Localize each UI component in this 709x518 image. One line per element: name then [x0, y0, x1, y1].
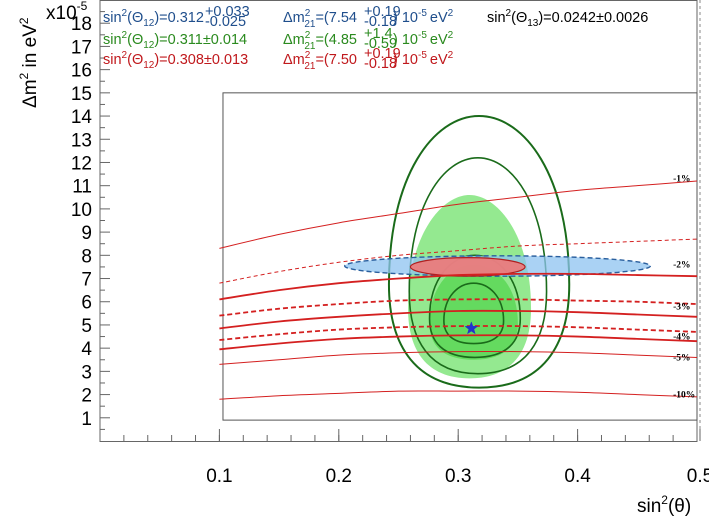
y-tick-label: 3: [81, 362, 92, 383]
x-tick-label: 0.3: [445, 466, 471, 487]
contour-label: -3%: [673, 302, 690, 312]
isoline--1_5pct: [219, 238, 698, 284]
legend-row-1-dm-unit: ) 10-5 eV2: [393, 8, 454, 26]
y-tick-label: 11: [72, 177, 92, 198]
legend-row-1-dm: Δm2 21=(7.54: [283, 8, 357, 30]
contour-label: -1%: [673, 175, 690, 185]
legend-row-2-dm-err-dn: -0.59: [364, 36, 397, 52]
legend-row-2-dm: Δm2 21=(4.85: [283, 30, 357, 52]
legend-row-3-dm: Δm2 21=(7.50: [283, 50, 357, 72]
y-tick-label: 12: [71, 153, 92, 174]
regions-layer: [343, 115, 652, 389]
isoline--3pct: [219, 309, 698, 330]
contour-label: -10%: [673, 391, 695, 401]
green-contour-inner: [443, 282, 505, 345]
y-tick-label: 8: [81, 246, 92, 267]
legend-row-2: sin2(Θ12)=0.311±0.014 Δm2 21=(4.85 +1.4-0.5…: [103, 26, 454, 52]
x-tick-label: 0.2: [326, 466, 352, 487]
isoline--2pct: [219, 272, 698, 301]
isoline--3_5pct: [219, 325, 698, 341]
y-multiplier: x10-5: [46, 0, 88, 24]
y-tick-label: 14: [71, 107, 93, 128]
y-tick-label: 10: [71, 200, 92, 221]
green-contour-3sigma: [387, 115, 571, 389]
best-fit-star-icon: [464, 321, 479, 335]
y-tick-label: 6: [81, 293, 92, 314]
y-tick-label: 9: [81, 223, 92, 244]
green-contour-2sigma: [408, 157, 548, 375]
y-tick-label: 4: [81, 339, 92, 360]
y-tick-label: 18: [71, 14, 92, 35]
legend-row-2-dm-err-up: +1.4: [364, 26, 393, 42]
legend-row-3: sin2(Θ12)=0.308±0.013 Δm2 21=(7.50 +0.19-0.…: [103, 46, 454, 72]
legend-row-3-theta: sin2(Θ12)=0.308±0.013: [103, 50, 248, 71]
x-tick-label: 0.1: [206, 466, 232, 487]
y-tick-label: 13: [71, 130, 92, 151]
legend-layer: sin2(Θ12)=0.312 +0.033-0.025 Δm2 21=(7.54 +0…: [103, 4, 648, 72]
contour-label: -5%: [673, 353, 690, 363]
isoline--5pct: [219, 350, 698, 365]
x-axis-label: sin2(θ): [637, 493, 691, 517]
y-tick-label: 5: [81, 316, 92, 337]
legend-row-1: sin2(Θ12)=0.312 +0.033-0.025 Δm2 21=(7.54 +0…: [103, 4, 454, 30]
isoline--10pct: [219, 390, 698, 400]
y-tick-label: 16: [71, 61, 92, 82]
legend-row-1-dm-err-up: +0.19: [364, 4, 401, 20]
isolines-layer: -1% -2% -3% -4% -5% -10%: [219, 175, 698, 401]
y-axis-label: Δm2 in eV2: [17, 17, 41, 108]
isoline--1pct: [219, 180, 698, 249]
legend-row-3-dm-unit: ) 10-5 eV2: [393, 50, 454, 68]
y-tick-label: 17: [71, 37, 92, 58]
green-contour-1sigma: [428, 254, 522, 359]
legend-row-1-dm-err-dn: -0.18: [364, 14, 397, 30]
legend-row-2-theta: sin2(Θ12)=0.311±0.014: [103, 30, 247, 51]
contour-label: -2%: [673, 261, 690, 271]
legend-row-1-theta-err-dn: -0.025: [205, 14, 246, 30]
isoline--4pct: [219, 334, 698, 351]
red-ellipse-region: [409, 257, 526, 277]
x-tick-label: 0.5: [687, 466, 709, 487]
x-tick-label: 0.4: [564, 466, 591, 487]
legend-row-1-theta-err-up: +0.033: [205, 4, 250, 20]
y-tick-label: 1: [81, 409, 92, 430]
y-tick-label: 2: [81, 386, 92, 407]
isoline--2_5pct: [219, 298, 698, 317]
legend-row-2-dm-unit: ) 10-5 eV2: [393, 30, 454, 48]
legend-row-1-theta: sin2(Θ12)=0.312: [103, 8, 204, 29]
legend-row-3-dm-err-up: +0.19: [364, 46, 401, 62]
inner-box: [222, 92, 698, 421]
y-tick-label: 7: [81, 270, 92, 291]
contour-label: -4%: [673, 333, 690, 343]
legend-row-3-dm-err-dn: -0.18: [364, 56, 397, 72]
legend-theta13: sin2(Θ13)=0.0242±0.0026: [487, 8, 648, 29]
y-tick-label: 15: [71, 84, 92, 105]
